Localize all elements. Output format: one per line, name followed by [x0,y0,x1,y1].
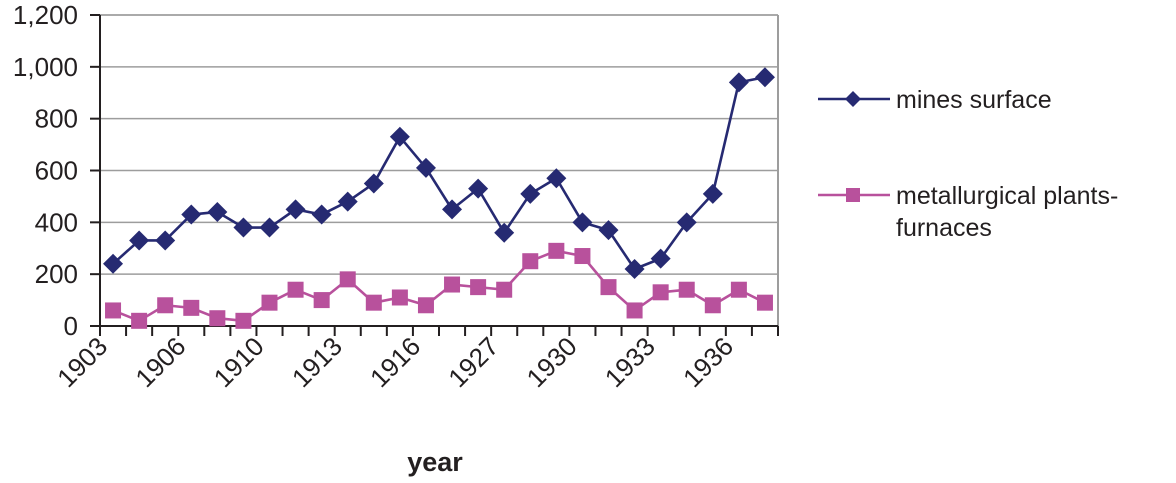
x-tick-label: 1910 [208,331,270,393]
y-tick-label: 800 [35,104,78,134]
data-point [261,294,278,311]
data-point [756,294,773,311]
data-point [235,312,252,329]
data-point [103,253,124,274]
x-tick-label: 1916 [364,331,426,393]
data-point [365,294,382,311]
x-tick-label: 1906 [129,331,191,393]
x-tick-label: 1933 [599,331,661,393]
x-tick-label: 1927 [442,331,504,393]
data-point [415,157,436,178]
y-tick-label: 200 [35,259,78,289]
data-point [207,201,228,222]
data-point [520,183,541,204]
data-point [233,217,254,238]
data-point [468,178,489,199]
data-point [209,310,226,327]
data-point [285,199,306,220]
x-tick-label: 1913 [286,331,348,393]
x-tick-label: 1930 [521,331,583,393]
y-tick-label: 1,000 [13,52,78,82]
data-point [522,253,539,270]
data-point [389,126,410,147]
data-point [417,297,434,314]
square-marker-icon [818,180,890,210]
data-point [548,242,565,259]
x-tick-label: 1903 [51,331,113,393]
diamond-marker-icon [818,84,890,114]
data-point [259,217,280,238]
data-point [337,191,358,212]
y-tick-label: 400 [35,207,78,237]
legend-label-line: mines surface [896,86,1052,114]
data-point [155,230,176,251]
legend-label-line: furnaces [896,214,992,242]
legend-label-line: metallurgical plants- [896,182,1119,210]
legend-item-mines-surface: mines surface [818,84,1176,116]
data-point [678,281,695,298]
data-point [181,204,202,225]
data-point [730,281,747,298]
data-point [363,173,384,194]
data-point [600,279,617,296]
data-point [702,183,723,204]
data-series [103,67,775,329]
legend-label: metallurgical plants- furnaces [896,180,1118,244]
x-tick-label: 1936 [677,331,739,393]
data-point [157,297,174,314]
legend: mines surface metallurgical plants- furn… [818,84,1176,244]
data-point [183,299,200,316]
data-point [496,281,513,298]
data-point [287,281,304,298]
data-point [652,284,669,301]
data-point [598,220,619,241]
data-point [572,212,593,233]
data-point [650,248,671,269]
y-tick-label: 0 [64,311,78,341]
data-point [311,204,332,225]
data-point [313,292,330,309]
data-point [728,72,749,93]
data-point [129,230,150,251]
series-mines-surface [103,67,775,279]
data-point [624,258,645,279]
data-point [494,222,515,243]
y-axis-tick-labels: 0 200 400 600 800 1,000 1,200 [13,0,78,341]
data-point [754,67,775,88]
x-axis-title: year [407,447,463,477]
legend-item-metallurgical: metallurgical plants- furnaces [818,180,1176,244]
data-point [105,302,122,319]
data-point [131,312,148,329]
data-point [391,289,408,306]
y-tick-label: 600 [35,156,78,186]
legend-label: mines surface [896,84,1052,116]
data-point [470,279,487,296]
x-axis-tick-labels: 1903 1906 1910 1913 1916 1927 1930 1933 1936 [51,331,739,393]
data-point [574,248,591,265]
data-point [442,199,463,220]
series-metallurgical-plants-furnaces [105,242,773,329]
gridlines [100,14,779,326]
data-point [676,212,697,233]
data-point [626,302,643,319]
axes [90,14,779,336]
data-point [704,297,721,314]
data-point [546,168,567,189]
y-tick-label: 1,200 [13,0,78,30]
data-point [339,271,356,288]
data-point [444,276,461,293]
